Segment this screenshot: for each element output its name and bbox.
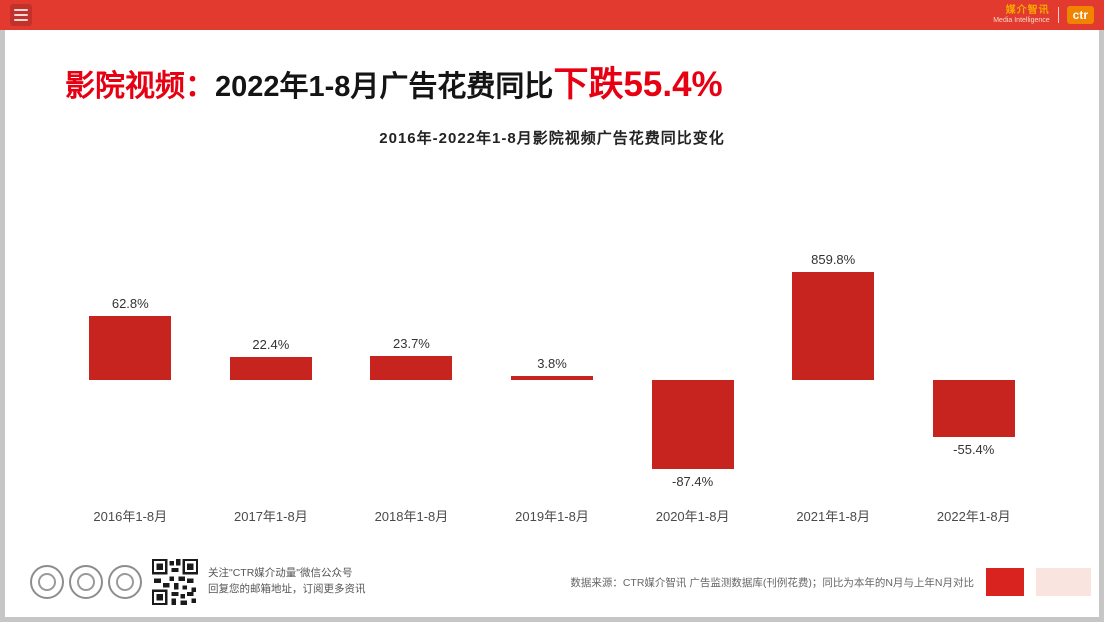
bar-column: 22.4% bbox=[201, 200, 342, 500]
qr-caption: 关注"CTR媒介动量"微信公众号 回复您的邮箱地址，订阅更多资讯 bbox=[208, 566, 366, 598]
category-label: 2019年1-8月 bbox=[515, 509, 589, 524]
red-color-block bbox=[986, 568, 1024, 596]
value-label: 62.8% bbox=[111, 295, 149, 311]
value-label: 3.8% bbox=[537, 356, 567, 372]
footer-right: 数据来源：CTR媒介智讯 广告监测数据库(刊例花费)；同比为本年的N月与上年N月… bbox=[570, 568, 1091, 596]
menu-icon[interactable] bbox=[10, 4, 32, 26]
bar bbox=[89, 315, 172, 380]
bar-column: -55.4% bbox=[903, 200, 1044, 500]
category-label: 2021年1-8月 bbox=[796, 509, 871, 524]
brand-name-en: Media Intelligence bbox=[993, 16, 1050, 24]
bar bbox=[651, 380, 734, 470]
brand-text: 媒介智讯 Media Intelligence bbox=[993, 5, 1049, 25]
seal-logo bbox=[69, 565, 103, 599]
seal-logo bbox=[30, 565, 64, 599]
value-label: 22.4% bbox=[252, 337, 290, 353]
qr-caption-line2: 回复您的邮箱地址，订阅更多资讯 bbox=[208, 583, 366, 595]
seal-logo bbox=[108, 565, 142, 599]
bar bbox=[229, 357, 312, 380]
bar bbox=[932, 380, 1015, 437]
brand-area: 媒介智讯 Media Intelligence ctr bbox=[993, 5, 1094, 25]
title-prefix: 影院视频： bbox=[65, 70, 215, 103]
slide-footer: 关注"CTR媒介动量"微信公众号 回复您的邮箱地址，订阅更多资讯 数据来源：CT… bbox=[30, 555, 1091, 609]
seal-logos bbox=[30, 565, 142, 599]
qr-code bbox=[152, 559, 198, 605]
bar-chart: 62.8% 22.4% 23.7% 3.8% -87.4% 859.8% -55.4% 20… bbox=[60, 200, 1044, 525]
category-label: 2022年1-8月 bbox=[936, 509, 1011, 524]
value-label: -55.4% bbox=[953, 441, 995, 457]
footer-left: 关注"CTR媒介动量"微信公众号 回复您的邮箱地址，订阅更多资讯 bbox=[30, 559, 366, 605]
category-label: 2017年1-8月 bbox=[234, 509, 308, 524]
slide-card: 影院视频：2022年1-8月广告花费同比下跌55.4% 2016年-2022年1… bbox=[5, 30, 1099, 617]
app-header: 媒介智讯 Media Intelligence ctr bbox=[0, 0, 1104, 30]
brand-divider bbox=[1057, 6, 1059, 23]
title-highlight: 下跌55.4% bbox=[553, 65, 723, 104]
title-middle: 2022年1-8月广告花费同比 bbox=[215, 71, 554, 103]
qr-caption-line1: 关注"CTR媒介动量"微信公众号 bbox=[208, 567, 353, 580]
value-label: -87.4% bbox=[672, 474, 714, 490]
chart-title: 2016年-2022年1-8月影院视频广告花费同比变化 bbox=[379, 130, 725, 147]
value-label: 23.7% bbox=[393, 335, 430, 351]
bar bbox=[511, 376, 594, 380]
slide-title: 影院视频：2022年1-8月广告花费同比下跌55.4% bbox=[65, 56, 1099, 107]
chart-plot-area: 62.8% 22.4% 23.7% 3.8% -87.4% 859.8% -55.4% bbox=[60, 200, 1044, 500]
bar-column: -87.4% bbox=[622, 200, 763, 500]
bar-column: 23.7% bbox=[341, 200, 482, 500]
bar-column: 62.8% bbox=[60, 200, 201, 500]
bar-column: 3.8% bbox=[482, 200, 623, 500]
bar bbox=[792, 272, 875, 380]
bar bbox=[370, 355, 453, 380]
category-label: 2018年1-8月 bbox=[374, 509, 449, 524]
ctr-logo: ctr bbox=[1066, 5, 1094, 25]
category-label: 2020年1-8月 bbox=[655, 509, 730, 524]
category-label: 2016年1-8月 bbox=[93, 509, 168, 524]
bar-column: 859.8% bbox=[763, 200, 904, 500]
data-source-note: 数据来源：CTR媒介智讯 广告监测数据库(刊例花费)；同比为本年的N月与上年N月… bbox=[570, 576, 974, 589]
pale-color-block bbox=[1036, 568, 1091, 596]
category-axis: 2016年1-8月 2017年1-8月 2018年1-8月 2019年1-8月 2020… bbox=[60, 506, 1044, 525]
value-label: 859.8% bbox=[811, 252, 856, 267]
brand-name-cn: 媒介智讯 bbox=[1005, 5, 1050, 17]
